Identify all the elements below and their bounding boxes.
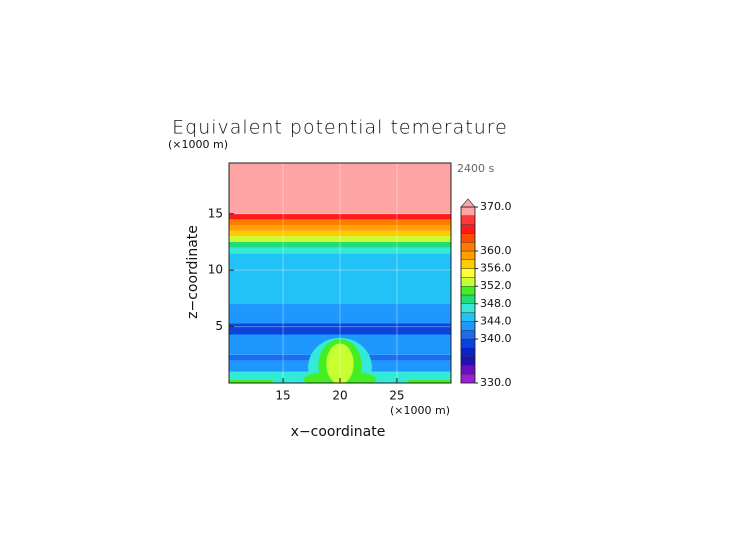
contour-band bbox=[229, 247, 451, 254]
colorbar-band bbox=[460, 206, 476, 217]
y-unit: (×1000 m) bbox=[168, 138, 228, 151]
y-tick-label: 5 bbox=[215, 319, 223, 333]
contour-band bbox=[229, 163, 451, 214]
contour-band bbox=[229, 236, 451, 242]
x-tick-label: 15 bbox=[275, 389, 290, 403]
colorbar-tick-label: 360.0 bbox=[480, 244, 512, 257]
colorbar-band bbox=[460, 321, 476, 331]
colorbar-tick-label: 348.0 bbox=[480, 297, 512, 310]
colorbar-band bbox=[460, 365, 476, 375]
colorbar-band bbox=[460, 294, 476, 305]
colorbar-tick-label: 340.0 bbox=[480, 332, 512, 345]
colorbar-band bbox=[460, 338, 476, 349]
colorbar-band bbox=[460, 241, 476, 252]
colorbar-band bbox=[460, 268, 476, 278]
x-tick-label: 25 bbox=[389, 389, 404, 403]
colorbar-band bbox=[460, 312, 476, 322]
colorbar-tick-label: 352.0 bbox=[480, 279, 512, 292]
y-axis-label: z−coordinate bbox=[185, 225, 201, 319]
contour-band bbox=[229, 241, 451, 248]
colorbar-band bbox=[460, 374, 476, 384]
contour-cell bbox=[326, 343, 354, 383]
chart-title: Equivalent potential temerature bbox=[172, 117, 508, 139]
colorbar-extend bbox=[460, 198, 476, 208]
colorbar-band bbox=[460, 286, 476, 296]
colorbar-band bbox=[460, 356, 476, 366]
contour-band bbox=[229, 295, 451, 305]
contour-band bbox=[229, 225, 451, 231]
y-tick-label: 15 bbox=[208, 206, 223, 220]
field bbox=[229, 163, 451, 383]
contour-band bbox=[229, 323, 451, 335]
colorbar-band bbox=[460, 277, 476, 287]
colorbar-tick-label: 370.0 bbox=[480, 200, 512, 213]
contour-band bbox=[229, 230, 451, 237]
contour-band bbox=[229, 304, 451, 324]
x-axis-label: x−coordinate bbox=[291, 424, 386, 440]
colorbar-frame bbox=[460, 206, 476, 384]
time-label: 2400 s bbox=[457, 162, 494, 175]
contour-band bbox=[229, 253, 451, 295]
colorbar-band bbox=[460, 215, 476, 225]
contour-band bbox=[229, 213, 451, 220]
colorbar-tick-label: 344.0 bbox=[480, 314, 512, 327]
contour-band bbox=[229, 219, 451, 226]
colorbar-band bbox=[460, 330, 476, 340]
colorbar-band bbox=[460, 259, 476, 269]
x-tick-label: 20 bbox=[332, 389, 347, 403]
colorbar-band bbox=[460, 250, 476, 261]
y-tick-label: 10 bbox=[208, 263, 223, 277]
colorbar-band bbox=[460, 347, 476, 357]
colorbar-band bbox=[460, 303, 476, 313]
colorbar-tick-label: 330.0 bbox=[480, 376, 512, 389]
colorbar-band bbox=[460, 233, 476, 243]
colorbar-band bbox=[460, 224, 476, 234]
axes: 15 20 25 5 10 15 330.0 340.0 344.0 348.0 352.0 356.… bbox=[208, 162, 512, 403]
x-unit: (×1000 m) bbox=[390, 404, 450, 417]
colorbar-tick-label: 356.0 bbox=[480, 262, 512, 275]
